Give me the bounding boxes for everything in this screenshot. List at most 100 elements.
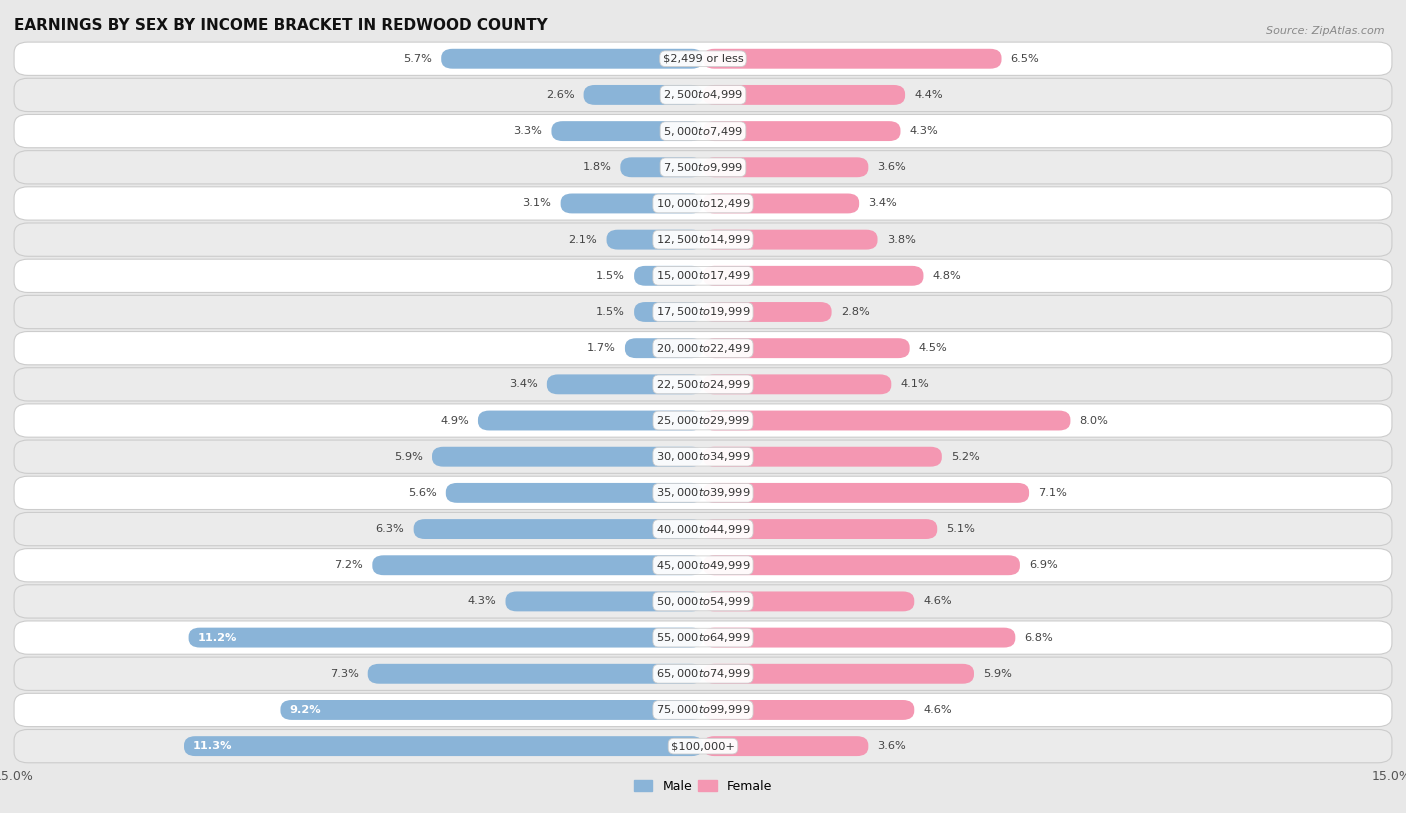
Text: 5.9%: 5.9% bbox=[983, 669, 1012, 679]
FancyBboxPatch shape bbox=[14, 259, 1392, 293]
Text: 7.2%: 7.2% bbox=[335, 560, 363, 570]
FancyBboxPatch shape bbox=[14, 404, 1392, 437]
Text: 3.4%: 3.4% bbox=[509, 380, 537, 389]
Text: $50,000 to $54,999: $50,000 to $54,999 bbox=[655, 595, 751, 608]
FancyBboxPatch shape bbox=[432, 447, 703, 467]
FancyBboxPatch shape bbox=[14, 295, 1392, 328]
FancyBboxPatch shape bbox=[634, 266, 703, 285]
FancyBboxPatch shape bbox=[583, 85, 703, 105]
Text: 2.8%: 2.8% bbox=[841, 307, 869, 317]
FancyBboxPatch shape bbox=[14, 367, 1392, 401]
Text: EARNINGS BY SEX BY INCOME BRACKET IN REDWOOD COUNTY: EARNINGS BY SEX BY INCOME BRACKET IN RED… bbox=[14, 18, 548, 33]
Text: 3.1%: 3.1% bbox=[523, 198, 551, 208]
Text: 3.4%: 3.4% bbox=[869, 198, 897, 208]
Text: 9.2%: 9.2% bbox=[290, 705, 321, 715]
Text: 4.4%: 4.4% bbox=[914, 90, 943, 100]
Text: $45,000 to $49,999: $45,000 to $49,999 bbox=[655, 559, 751, 572]
FancyBboxPatch shape bbox=[14, 512, 1392, 546]
Text: 11.2%: 11.2% bbox=[198, 633, 238, 642]
Text: $15,000 to $17,499: $15,000 to $17,499 bbox=[655, 269, 751, 282]
Text: 1.5%: 1.5% bbox=[596, 271, 624, 280]
Text: 4.5%: 4.5% bbox=[920, 343, 948, 353]
Text: 6.3%: 6.3% bbox=[375, 524, 405, 534]
Text: 6.9%: 6.9% bbox=[1029, 560, 1057, 570]
FancyBboxPatch shape bbox=[703, 664, 974, 684]
Text: $7,500 to $9,999: $7,500 to $9,999 bbox=[664, 161, 742, 174]
FancyBboxPatch shape bbox=[703, 411, 1070, 430]
Text: 2.1%: 2.1% bbox=[568, 235, 598, 245]
Text: 6.5%: 6.5% bbox=[1011, 54, 1039, 63]
FancyBboxPatch shape bbox=[506, 592, 703, 611]
Text: 6.8%: 6.8% bbox=[1025, 633, 1053, 642]
Text: $10,000 to $12,499: $10,000 to $12,499 bbox=[655, 197, 751, 210]
FancyBboxPatch shape bbox=[606, 230, 703, 250]
Text: 7.1%: 7.1% bbox=[1038, 488, 1067, 498]
Text: 5.2%: 5.2% bbox=[950, 452, 980, 462]
FancyBboxPatch shape bbox=[624, 338, 703, 358]
Text: 4.3%: 4.3% bbox=[468, 597, 496, 606]
FancyBboxPatch shape bbox=[703, 338, 910, 358]
Text: $65,000 to $74,999: $65,000 to $74,999 bbox=[655, 667, 751, 680]
FancyBboxPatch shape bbox=[703, 628, 1015, 647]
Legend: Male, Female: Male, Female bbox=[628, 775, 778, 798]
FancyBboxPatch shape bbox=[703, 85, 905, 105]
FancyBboxPatch shape bbox=[14, 549, 1392, 582]
FancyBboxPatch shape bbox=[703, 700, 914, 720]
Text: $12,500 to $14,999: $12,500 to $14,999 bbox=[655, 233, 751, 246]
FancyBboxPatch shape bbox=[14, 150, 1392, 184]
Text: 5.6%: 5.6% bbox=[408, 488, 437, 498]
FancyBboxPatch shape bbox=[184, 737, 703, 756]
FancyBboxPatch shape bbox=[14, 693, 1392, 727]
Text: $5,000 to $7,499: $5,000 to $7,499 bbox=[664, 124, 742, 137]
Text: $22,500 to $24,999: $22,500 to $24,999 bbox=[655, 378, 751, 391]
FancyBboxPatch shape bbox=[703, 49, 1001, 68]
FancyBboxPatch shape bbox=[14, 115, 1392, 148]
FancyBboxPatch shape bbox=[703, 302, 831, 322]
FancyBboxPatch shape bbox=[478, 411, 703, 430]
FancyBboxPatch shape bbox=[703, 266, 924, 285]
FancyBboxPatch shape bbox=[14, 332, 1392, 365]
Text: $30,000 to $34,999: $30,000 to $34,999 bbox=[655, 450, 751, 463]
FancyBboxPatch shape bbox=[373, 555, 703, 575]
FancyBboxPatch shape bbox=[14, 223, 1392, 256]
FancyBboxPatch shape bbox=[703, 158, 869, 177]
FancyBboxPatch shape bbox=[703, 592, 914, 611]
FancyBboxPatch shape bbox=[561, 193, 703, 213]
FancyBboxPatch shape bbox=[14, 476, 1392, 510]
FancyBboxPatch shape bbox=[703, 121, 900, 141]
Text: $55,000 to $64,999: $55,000 to $64,999 bbox=[655, 631, 751, 644]
Text: Source: ZipAtlas.com: Source: ZipAtlas.com bbox=[1267, 26, 1385, 36]
Text: 5.9%: 5.9% bbox=[394, 452, 423, 462]
FancyBboxPatch shape bbox=[703, 375, 891, 394]
Text: 1.5%: 1.5% bbox=[596, 307, 624, 317]
FancyBboxPatch shape bbox=[703, 520, 938, 539]
Text: 3.8%: 3.8% bbox=[887, 235, 915, 245]
FancyBboxPatch shape bbox=[188, 628, 703, 647]
Text: $25,000 to $29,999: $25,000 to $29,999 bbox=[655, 414, 751, 427]
FancyBboxPatch shape bbox=[14, 187, 1392, 220]
Text: $40,000 to $44,999: $40,000 to $44,999 bbox=[655, 523, 751, 536]
FancyBboxPatch shape bbox=[634, 302, 703, 322]
FancyBboxPatch shape bbox=[280, 700, 703, 720]
FancyBboxPatch shape bbox=[703, 447, 942, 467]
Text: 3.6%: 3.6% bbox=[877, 163, 907, 172]
Text: $2,499 or less: $2,499 or less bbox=[662, 54, 744, 63]
FancyBboxPatch shape bbox=[14, 657, 1392, 690]
Text: $20,000 to $22,499: $20,000 to $22,499 bbox=[655, 341, 751, 354]
FancyBboxPatch shape bbox=[703, 230, 877, 250]
FancyBboxPatch shape bbox=[14, 585, 1392, 618]
FancyBboxPatch shape bbox=[703, 737, 869, 756]
Text: 7.3%: 7.3% bbox=[329, 669, 359, 679]
Text: 1.7%: 1.7% bbox=[586, 343, 616, 353]
Text: $75,000 to $99,999: $75,000 to $99,999 bbox=[655, 703, 751, 716]
FancyBboxPatch shape bbox=[14, 729, 1392, 763]
FancyBboxPatch shape bbox=[14, 440, 1392, 473]
Text: 2.6%: 2.6% bbox=[546, 90, 575, 100]
Text: 4.8%: 4.8% bbox=[932, 271, 962, 280]
FancyBboxPatch shape bbox=[413, 520, 703, 539]
FancyBboxPatch shape bbox=[620, 158, 703, 177]
Text: 4.6%: 4.6% bbox=[924, 597, 952, 606]
Text: 3.6%: 3.6% bbox=[877, 741, 907, 751]
Text: $100,000+: $100,000+ bbox=[671, 741, 735, 751]
Text: $17,500 to $19,999: $17,500 to $19,999 bbox=[655, 306, 751, 319]
